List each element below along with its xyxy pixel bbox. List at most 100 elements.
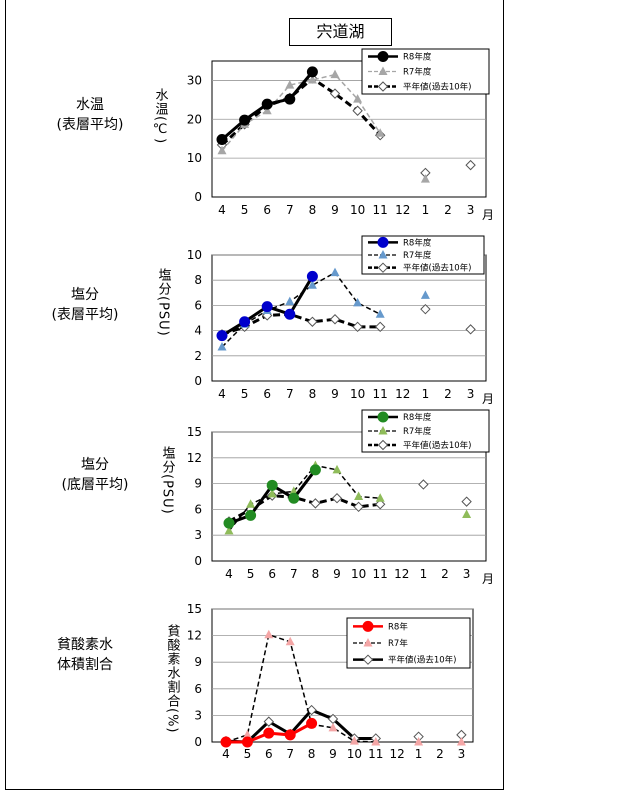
series-line <box>225 633 376 743</box>
y-tick-label: 2 <box>194 349 202 363</box>
data-point <box>352 321 363 333</box>
y-tick-label: 0 <box>194 374 202 388</box>
legend-swatch-marker <box>378 426 388 435</box>
data-point <box>306 66 318 78</box>
data-point <box>285 80 295 89</box>
x-tick-label: 6 <box>263 203 271 217</box>
y-tick-label: 6 <box>194 502 202 516</box>
x-tick-label: 11 <box>368 747 383 761</box>
data-point <box>242 729 252 739</box>
data-point <box>220 736 232 748</box>
data-point <box>285 636 295 646</box>
x-tick-label: 3 <box>467 387 475 401</box>
data-point <box>307 316 318 327</box>
data-point <box>332 464 342 474</box>
data-point <box>310 498 321 509</box>
data-point <box>374 499 386 510</box>
data-point <box>328 722 338 732</box>
x-tick-label: 6 <box>263 387 271 401</box>
x-tick-label: 10 <box>350 203 365 217</box>
legend-label: R8年度 <box>403 52 432 63</box>
data-point <box>267 488 277 498</box>
panel-label-line: 水温 <box>76 97 104 113</box>
data-point <box>329 88 341 99</box>
x-tick-label: 5 <box>241 203 249 217</box>
data-point <box>264 629 274 639</box>
x-tick-label: 5 <box>247 567 255 581</box>
x-tick-label: 12 <box>395 203 410 217</box>
data-point <box>285 296 295 306</box>
legend-label: 平年値(過去10年) <box>403 440 471 451</box>
x-tick-label: 12 <box>390 747 405 761</box>
panel-label-hypoxic-volume: 貧酸素水 体積割合 <box>25 635 145 675</box>
series-1 <box>216 66 318 145</box>
legend-swatch-marker <box>378 250 388 259</box>
data-point <box>306 717 318 729</box>
x-tick-label: 3 <box>467 203 475 217</box>
x-tick-label: 2 <box>436 747 444 761</box>
panel-label-bottom-salinity: 塩分 (底層平均) <box>35 455 155 495</box>
data-point <box>216 133 228 145</box>
data-point <box>375 309 385 318</box>
y-tick-label: 0 <box>194 554 202 568</box>
y-tick-label: 12 <box>187 451 202 465</box>
panel-label-surface-salinity: 塩分 (表層平均) <box>25 285 145 325</box>
x-unit-label: 月 <box>482 208 494 222</box>
data-point <box>330 267 340 277</box>
data-point <box>330 69 340 79</box>
data-point <box>353 501 364 513</box>
x-tick-label: 2 <box>444 203 452 217</box>
data-point <box>420 303 431 315</box>
data-point <box>246 499 256 508</box>
plot-area <box>211 254 487 382</box>
data-point <box>306 704 317 716</box>
x-tick-label: 7 <box>290 567 298 581</box>
x-tick-label: 9 <box>331 387 339 401</box>
data-point <box>354 491 364 500</box>
x-tick-label: 6 <box>265 747 273 761</box>
y-tick-label: 20 <box>187 112 202 126</box>
panel-label-line: (表層平均) <box>51 307 119 323</box>
panel-label-line: 塩分 <box>81 457 109 473</box>
panel-label-line: 塩分 <box>71 287 99 303</box>
data-point <box>375 128 385 137</box>
y-tick-label: 10 <box>187 151 202 165</box>
data-point <box>352 105 363 116</box>
page-title: 宍道湖 <box>289 18 392 46</box>
series-2 <box>221 629 466 746</box>
data-point <box>239 316 251 328</box>
page-frame <box>5 0 504 790</box>
data-point <box>309 464 321 476</box>
y-axis-label: 水温(℃) <box>153 88 169 144</box>
data-point <box>353 297 363 307</box>
y-tick-label: 12 <box>187 629 202 643</box>
y-tick-label: 3 <box>194 528 202 542</box>
x-tick-label: 9 <box>331 203 339 217</box>
data-point <box>216 330 228 342</box>
data-point <box>307 280 317 289</box>
x-tick-label: 6 <box>268 567 276 581</box>
x-tick-label: 10 <box>350 387 365 401</box>
data-point <box>414 737 424 746</box>
data-point <box>307 75 317 84</box>
panel-label-line: (底層平均) <box>61 477 129 493</box>
data-point <box>245 509 257 521</box>
legend-label: R8年度 <box>403 412 432 423</box>
series-line <box>221 73 381 152</box>
y-tick-label: 15 <box>187 602 202 616</box>
y-tick-label: 10 <box>187 248 202 262</box>
y-tick-label: 3 <box>194 708 202 722</box>
legend-swatch-marker <box>378 66 388 75</box>
data-point <box>284 729 296 741</box>
panel-label-line: (表層平均) <box>56 117 124 133</box>
data-point <box>331 493 343 504</box>
panel-label-line: 体積割合 <box>57 657 113 673</box>
x-tick-label: 11 <box>373 387 388 401</box>
legend-label: R7年度 <box>403 426 432 437</box>
data-point <box>289 486 299 495</box>
series-2 <box>217 69 430 183</box>
panel-label-line: 貧酸素水 <box>57 637 113 653</box>
